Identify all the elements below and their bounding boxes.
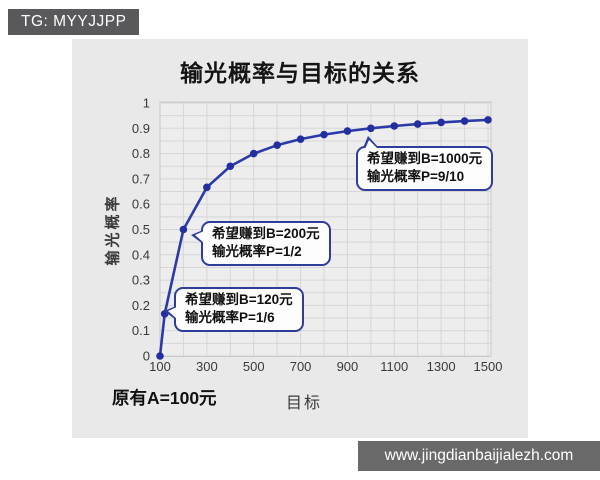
svg-text:1500: 1500 [474,359,503,374]
initial-capital-note: 原有A=100元 [112,388,217,408]
svg-text:0.6: 0.6 [132,197,150,212]
x-axis-label: 目标 [285,395,322,412]
telegram-badge: TG: MYYJJPP [8,9,140,35]
svg-text:0.9: 0.9 [132,121,150,136]
svg-text:300: 300 [196,359,218,374]
svg-text:1300: 1300 [427,359,456,374]
svg-text:1: 1 [143,96,150,111]
annotation-line: 希望赚到B=1000元 [367,151,483,166]
annotation-target-200: 希望赚到B=200元 输光概率P=1/2 [191,221,331,266]
svg-text:900: 900 [337,359,359,374]
annotation-line: 希望赚到B=200元 [212,226,320,241]
svg-text:0.1: 0.1 [132,323,150,338]
y-axis-label: 输光概率 [104,193,122,266]
annotation-line: 输光概率P=1/6 [185,310,275,325]
annotation-target-120: 希望赚到B=120元 输光概率P=1/6 [164,287,304,332]
annotation-line: 输光概率P=9/10 [367,169,465,184]
svg-text:0.5: 0.5 [132,222,150,237]
annotation-target-1000: 希望赚到B=1000元 输光概率P=9/10 [356,136,494,191]
svg-text:0.4: 0.4 [132,247,150,262]
svg-text:700: 700 [290,359,312,374]
svg-text:0.8: 0.8 [132,146,150,161]
watermark-bar: www.jingdianbaijialezh.com [358,441,600,471]
svg-text:500: 500 [243,359,265,374]
svg-text:0: 0 [143,349,150,364]
svg-text:0.3: 0.3 [132,273,150,288]
svg-text:1100: 1100 [380,359,408,374]
chart-title: 输光概率与目标的关系 [180,60,420,86]
svg-text:0.2: 0.2 [132,298,150,313]
annotation-line: 输光概率P=1/2 [212,244,302,259]
annotation-line: 希望赚到B=120元 [185,292,293,307]
svg-text:100: 100 [149,359,171,374]
svg-text:0.7: 0.7 [132,171,150,186]
